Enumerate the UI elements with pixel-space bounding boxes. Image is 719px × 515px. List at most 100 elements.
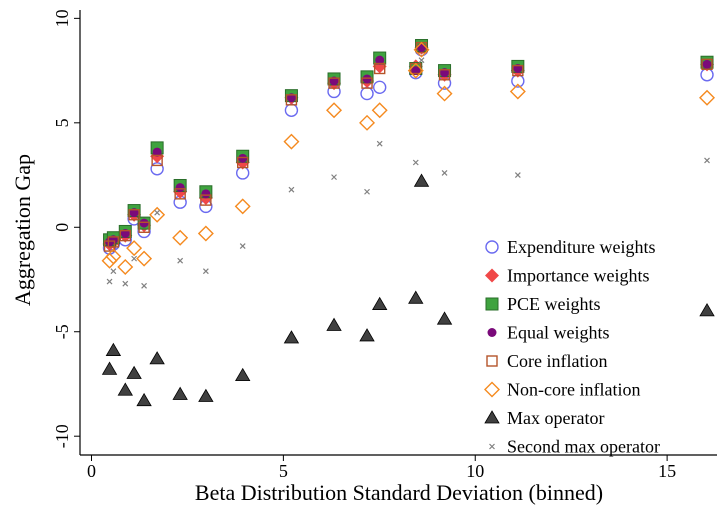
x-tick-label: 10 xyxy=(466,461,484,481)
point xyxy=(128,209,140,221)
x-tick-label: 0 xyxy=(87,461,96,481)
point xyxy=(175,183,185,193)
legend-marker xyxy=(484,410,500,424)
point xyxy=(702,59,712,69)
point xyxy=(152,147,162,157)
y-tick-label: -10 xyxy=(52,424,72,448)
point xyxy=(103,240,116,252)
point xyxy=(362,74,372,84)
point xyxy=(117,382,133,396)
point xyxy=(412,159,419,166)
legend-marker xyxy=(485,297,499,311)
legend-marker xyxy=(489,443,495,450)
point xyxy=(364,188,370,195)
point xyxy=(234,198,251,215)
point xyxy=(704,157,710,164)
point xyxy=(201,189,211,199)
point xyxy=(417,43,427,53)
point xyxy=(512,64,524,77)
point xyxy=(200,194,212,206)
point xyxy=(141,282,148,289)
y-tick-label: 5 xyxy=(52,118,72,127)
y-tick-label: 0 xyxy=(52,223,72,232)
point xyxy=(372,296,388,310)
point xyxy=(105,248,122,265)
point xyxy=(701,58,713,71)
point xyxy=(235,367,251,382)
legend-label: Expenditure weights xyxy=(507,237,655,257)
x-tick-label: 5 xyxy=(279,461,288,481)
point xyxy=(359,328,375,342)
legend-marker xyxy=(487,328,497,337)
point xyxy=(136,250,153,267)
point xyxy=(138,221,150,233)
point xyxy=(101,252,118,269)
point xyxy=(441,170,448,176)
point xyxy=(418,57,425,64)
point xyxy=(328,77,340,89)
point xyxy=(371,102,388,119)
point xyxy=(202,268,209,275)
legend-marker xyxy=(485,268,499,283)
legend-marker xyxy=(485,240,499,254)
point xyxy=(361,77,373,89)
point xyxy=(126,365,142,379)
point xyxy=(408,290,424,304)
point xyxy=(139,218,149,228)
point xyxy=(238,153,248,163)
legend-label: PCE weights xyxy=(507,294,601,314)
legend-label: Equal weights xyxy=(507,323,609,343)
legend-marker xyxy=(486,355,498,367)
point xyxy=(107,236,120,248)
legend-label: Importance weights xyxy=(507,266,649,286)
y-tick-label: -5 xyxy=(52,324,72,339)
point xyxy=(237,156,249,169)
point xyxy=(154,209,161,216)
point xyxy=(326,317,342,331)
point xyxy=(372,80,387,95)
point xyxy=(699,303,715,317)
legend-label: Second max operator xyxy=(507,437,660,457)
legend-marker xyxy=(484,381,500,398)
point xyxy=(101,361,118,375)
point xyxy=(149,351,165,365)
point xyxy=(239,243,246,250)
x-tick-label: 15 xyxy=(658,461,676,481)
point xyxy=(413,41,430,58)
point xyxy=(106,278,113,285)
legend-label: Core inflation xyxy=(507,351,607,371)
point xyxy=(436,85,453,102)
point xyxy=(119,229,131,242)
point xyxy=(413,173,430,187)
point xyxy=(436,311,453,325)
point xyxy=(105,342,122,356)
point xyxy=(285,94,298,106)
point xyxy=(284,103,299,117)
point xyxy=(174,188,186,200)
point xyxy=(172,386,188,400)
point xyxy=(131,255,138,262)
point xyxy=(283,330,300,344)
legend-label: Max operator xyxy=(507,408,604,428)
point xyxy=(151,154,163,167)
point xyxy=(150,162,164,176)
point xyxy=(376,140,383,147)
point xyxy=(126,240,143,257)
point xyxy=(177,257,184,264)
point xyxy=(359,114,376,131)
point xyxy=(288,186,295,193)
point xyxy=(375,55,385,65)
point xyxy=(172,229,189,246)
point xyxy=(509,83,526,100)
point xyxy=(117,258,134,275)
point xyxy=(326,102,343,119)
point xyxy=(438,69,451,81)
point xyxy=(699,89,716,106)
point xyxy=(149,206,166,223)
x-axis-label: Beta Distribution Standard Deviation (bi… xyxy=(195,480,603,505)
point xyxy=(373,62,386,75)
point xyxy=(136,392,152,407)
y-axis-label: Aggregation Gap xyxy=(10,154,35,306)
point xyxy=(122,280,129,287)
